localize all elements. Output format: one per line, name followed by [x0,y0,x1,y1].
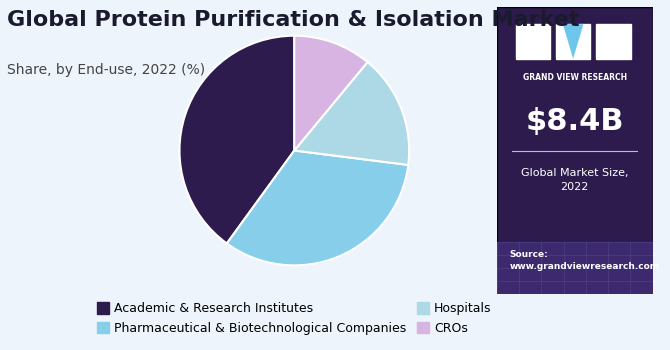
Wedge shape [227,150,408,265]
FancyBboxPatch shape [515,24,550,59]
Wedge shape [294,62,409,165]
Text: Source:
www.grandviewresearch.com: Source: www.grandviewresearch.com [509,250,659,271]
Polygon shape [563,24,584,59]
Text: Share, by End-use, 2022 (%): Share, by End-use, 2022 (%) [7,63,205,77]
Wedge shape [180,36,294,244]
FancyBboxPatch shape [596,24,630,59]
Text: GRAND VIEW RESEARCH: GRAND VIEW RESEARCH [523,73,626,82]
Wedge shape [294,36,368,150]
Text: Global Protein Purification & Isolation Market: Global Protein Purification & Isolation … [7,10,579,30]
FancyBboxPatch shape [556,24,590,59]
Text: $8.4B: $8.4B [525,107,624,136]
FancyBboxPatch shape [497,7,653,294]
FancyBboxPatch shape [497,243,653,294]
Text: Global Market Size,
2022: Global Market Size, 2022 [521,168,628,192]
Legend: Academic & Research Institutes, Pharmaceutical & Biotechnological Companies, Hos: Academic & Research Institutes, Pharmace… [92,297,496,340]
